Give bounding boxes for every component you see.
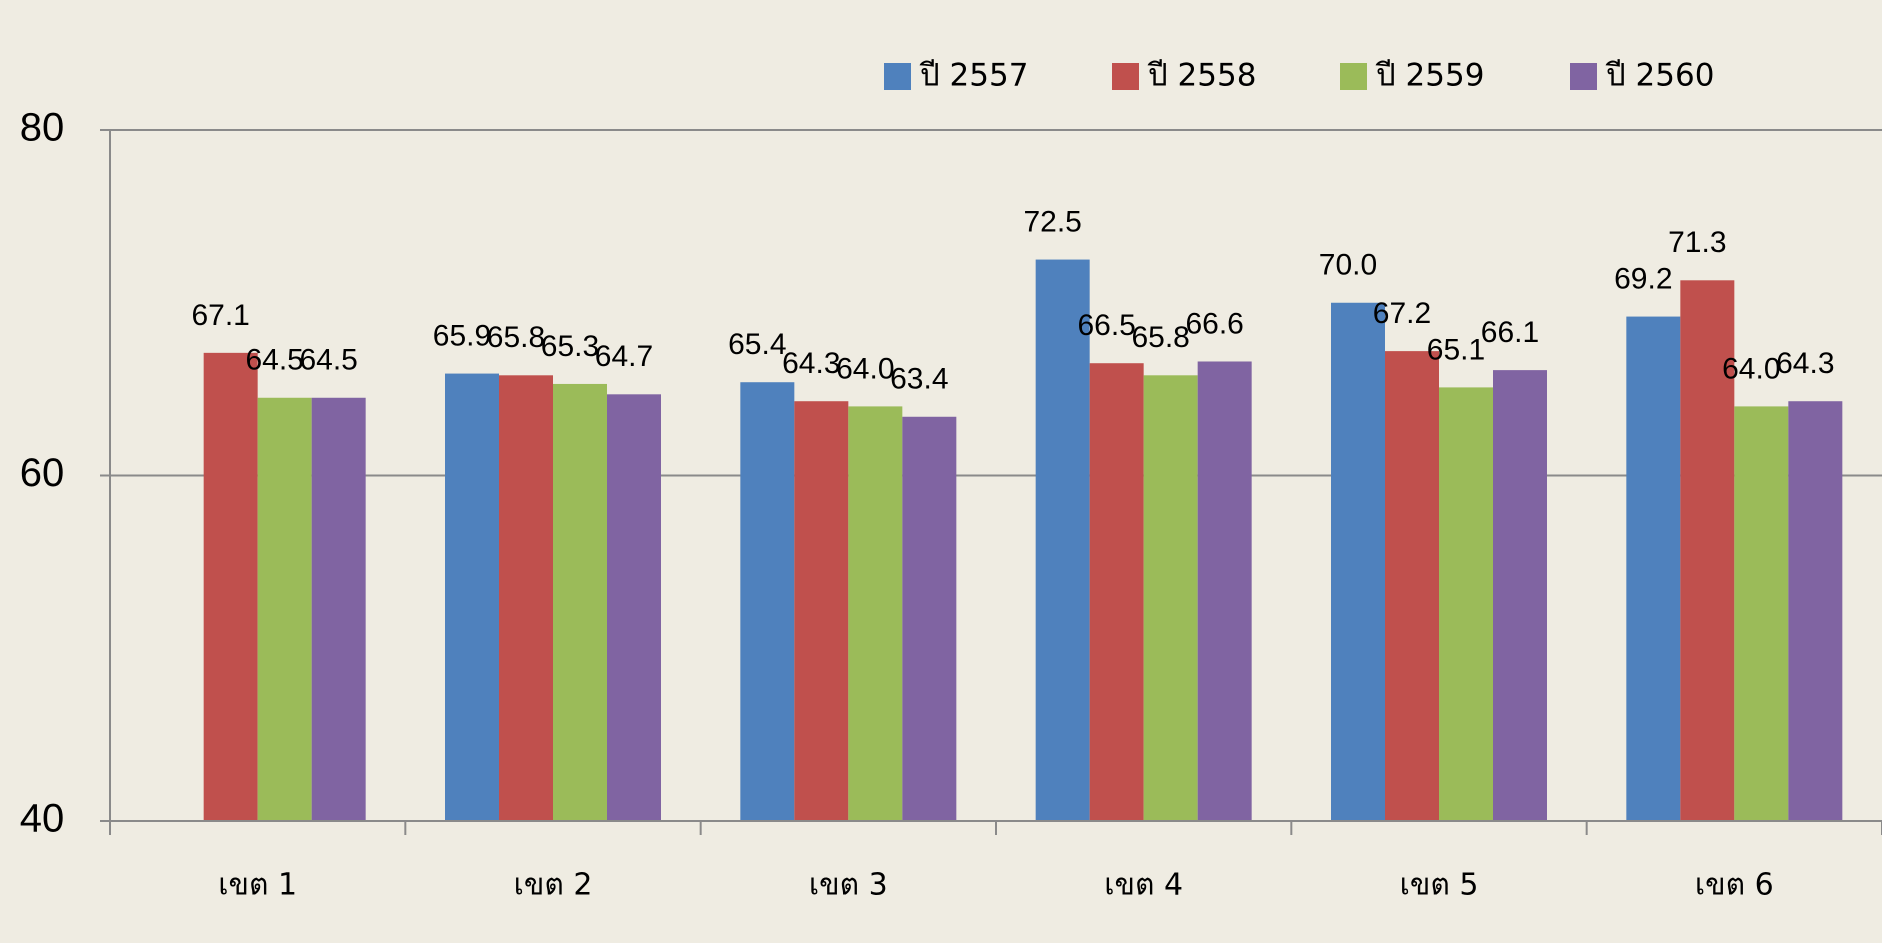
bar (1734, 406, 1789, 821)
data-label: 65.4 (728, 328, 786, 361)
bar (794, 401, 849, 821)
bar (1089, 363, 1144, 821)
data-label: 64.0 (836, 352, 894, 385)
bar (1197, 361, 1252, 821)
y-tick-label: 40 (20, 797, 65, 841)
data-label: 64.5 (299, 344, 357, 377)
bar (1385, 351, 1439, 821)
bar (311, 397, 366, 821)
legend-label: ปี 2559 (1375, 58, 1485, 94)
bar (902, 416, 957, 821)
data-label: 72.5 (1023, 205, 1081, 238)
data-label: 65.3 (541, 330, 599, 363)
data-label: 65.8 (1131, 321, 1189, 354)
bar (1143, 375, 1198, 821)
x-tick-label: เขต 3 (809, 868, 888, 903)
bar (1680, 280, 1735, 822)
bar (1439, 387, 1493, 821)
x-tick-label: เขต 5 (1400, 868, 1479, 903)
bar (203, 352, 258, 821)
legend-swatch (1570, 63, 1597, 90)
data-label: 64.0 (1722, 352, 1780, 385)
data-label: 63.4 (890, 363, 948, 396)
data-label: 64.3 (1776, 347, 1834, 380)
legend-label: ปี 2558 (1147, 58, 1257, 94)
legend-label: ปี 2557 (919, 58, 1029, 94)
x-tick-label: เขต 4 (1104, 868, 1183, 903)
data-label: 66.1 (1481, 316, 1539, 349)
data-label: 66.6 (1185, 307, 1243, 340)
bar (607, 394, 661, 821)
bar (1788, 401, 1843, 821)
data-label: 67.1 (191, 299, 249, 332)
x-tick-label: เขต 1 (218, 868, 297, 903)
bar (740, 382, 795, 821)
legend-swatch (1112, 63, 1139, 90)
data-label: 70.0 (1319, 249, 1377, 282)
bar (1035, 259, 1090, 821)
y-tick-label: 80 (20, 106, 65, 150)
data-label: 69.2 (1614, 262, 1672, 295)
data-label: 67.2 (1373, 297, 1431, 330)
data-label: 64.3 (782, 347, 840, 380)
bar (257, 397, 312, 821)
data-label: 64.7 (595, 340, 653, 373)
bar (445, 373, 499, 821)
bar (553, 383, 607, 821)
data-label: 66.5 (1077, 309, 1135, 342)
x-tick-label: เขต 2 (514, 868, 593, 903)
y-tick-label: 60 (20, 451, 65, 495)
data-label: 65.9 (433, 319, 491, 352)
data-label: 71.3 (1668, 226, 1726, 259)
legend-swatch (884, 63, 911, 90)
bar (1331, 302, 1385, 821)
legend-label: ปี 2560 (1605, 58, 1715, 94)
data-label: 65.8 (487, 321, 545, 354)
bar (499, 375, 553, 821)
data-label: 65.1 (1427, 333, 1485, 366)
bar (848, 406, 903, 821)
legend-swatch (1340, 63, 1367, 90)
bar (1493, 370, 1547, 821)
x-tick-label: เขต 6 (1695, 868, 1774, 903)
bar (1626, 316, 1681, 821)
data-label: 64.5 (245, 344, 303, 377)
